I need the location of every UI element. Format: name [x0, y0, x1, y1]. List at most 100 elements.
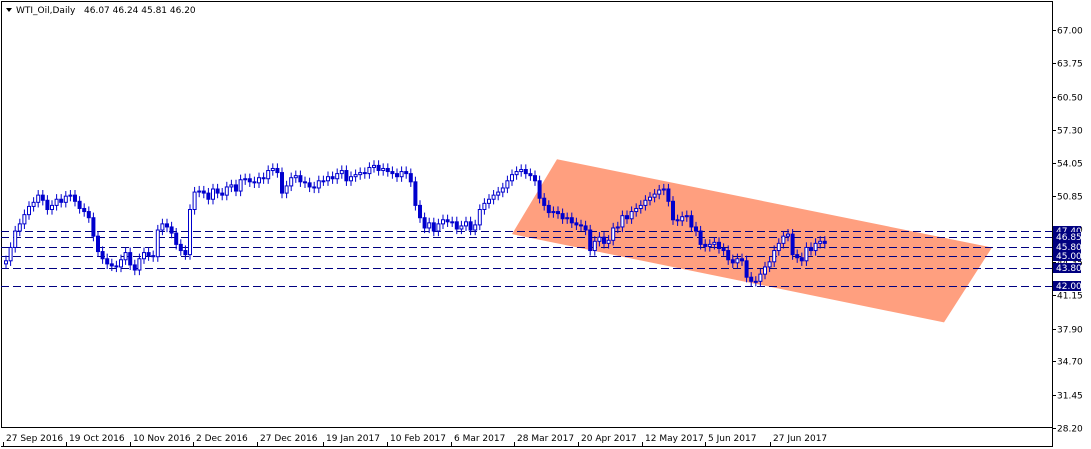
x-tick-label: 27 Sep 2016: [6, 434, 63, 444]
candle-body: [763, 266, 767, 275]
candle-body: [569, 217, 574, 224]
x-tick-label: 5 Jun 2017: [708, 434, 756, 444]
candle-body: [137, 258, 142, 271]
candle-body: [528, 173, 533, 177]
symbol-dropdown-icon[interactable]: [6, 8, 12, 12]
candle-body: [312, 186, 317, 189]
candle-body: [459, 225, 464, 230]
candle-body: [744, 260, 749, 278]
candle-body: [533, 175, 537, 182]
candle-body: [174, 232, 179, 245]
candle-body: [606, 239, 611, 244]
candle-body: [362, 172, 367, 175]
candle-body: [36, 194, 41, 203]
candle-body: [372, 164, 376, 168]
trend-channel[interactable]: [512, 159, 992, 323]
candle-body: [445, 219, 450, 223]
candle-body: [712, 241, 717, 245]
candle-body: [326, 176, 330, 182]
candle-body: [247, 178, 252, 183]
candle-body: [431, 222, 436, 232]
candle-body: [491, 194, 496, 200]
candle-body: [496, 191, 501, 196]
candle-body: [68, 194, 73, 197]
candle-body: [367, 166, 372, 175]
candle-body: [257, 177, 261, 184]
candle-body: [206, 192, 211, 200]
candle-body: [335, 173, 340, 180]
candle-body: [753, 280, 758, 283]
candle-body: [105, 258, 110, 265]
candle-body: [169, 226, 174, 234]
x-tick-label: 27 Dec 2016: [260, 434, 318, 444]
candle-body: [238, 179, 243, 192]
candle-body: [735, 258, 740, 264]
candle-body: [620, 215, 625, 228]
candle-body: [86, 211, 91, 219]
candle-body: [50, 204, 54, 211]
candle-body: [615, 226, 620, 229]
candle-body: [275, 167, 280, 174]
candle-body: [671, 200, 675, 221]
candle-body: [772, 250, 777, 263]
candle-body: [454, 221, 459, 230]
candle-body: [344, 170, 349, 182]
candle-body: [505, 180, 510, 189]
candle-body: [243, 178, 248, 181]
candle-body: [96, 235, 100, 253]
candle-body: [730, 259, 735, 264]
candle-body: [408, 173, 413, 183]
y-tick-label: 60.50: [1057, 94, 1083, 104]
x-tick-label: 28 Mar 2017: [517, 434, 574, 444]
candle-body: [142, 252, 146, 260]
candle-body: [289, 177, 294, 187]
candle-body: [358, 172, 363, 176]
candle-body: [128, 252, 133, 266]
price-tag-5: 42.00: [1056, 282, 1082, 292]
candle-body: [349, 176, 353, 182]
candle-body: [546, 204, 551, 214]
candle-body: [197, 190, 202, 193]
candle-body: [353, 174, 358, 178]
candle-body: [634, 207, 639, 213]
candle-body: [579, 224, 583, 227]
y-tick-label: 41.15: [1057, 292, 1083, 302]
price-tag-4: 43.80: [1056, 264, 1082, 274]
candle-body: [188, 209, 192, 256]
x-tick-label: 27 Jun 2017: [773, 434, 827, 444]
candle-body: [519, 169, 524, 173]
candle-body: [822, 240, 827, 244]
candle-body: [183, 250, 188, 256]
candle-body: [63, 195, 68, 203]
candle-body: [441, 219, 445, 225]
candle-body: [339, 170, 344, 175]
candle-body: [109, 263, 114, 267]
x-tick-label: 19 Oct 2016: [69, 434, 125, 444]
candle-body: [698, 230, 703, 245]
candle-body: [602, 236, 606, 244]
candle-body: [675, 219, 680, 222]
y-tick-label: 50.85: [1057, 193, 1083, 203]
candle-body: [542, 197, 547, 206]
candle-body: [813, 242, 818, 252]
candle-body: [804, 246, 809, 262]
price-tag-bg: [1053, 251, 1081, 261]
candle-body: [404, 171, 409, 175]
candle-body: [625, 215, 629, 220]
candle-body: [468, 221, 473, 231]
candle-body: [717, 241, 721, 249]
candle-body: [220, 192, 225, 196]
candle-body: [776, 242, 781, 252]
candle-body: [537, 180, 542, 199]
candle-body: [781, 235, 786, 244]
symbol-label: WTI_Oil,Daily: [16, 6, 76, 16]
candle-body: [611, 227, 616, 241]
candle-body: [436, 223, 441, 232]
candle-body: [160, 223, 165, 231]
price-tag-bg: [1053, 232, 1081, 242]
candle-body: [740, 258, 744, 262]
candle-body: [473, 224, 478, 231]
candle-body: [500, 187, 505, 193]
